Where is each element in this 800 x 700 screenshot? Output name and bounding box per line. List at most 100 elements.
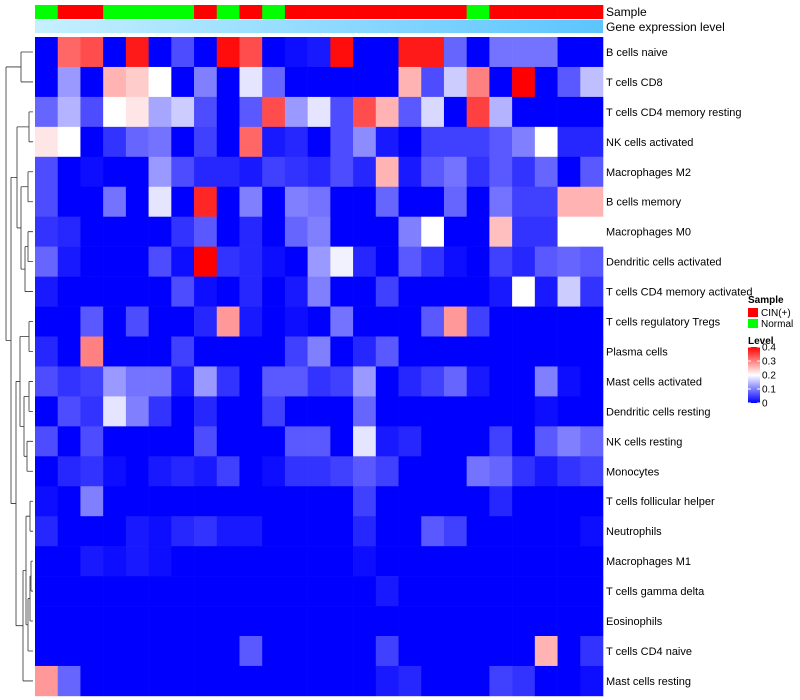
dendrogram-branch: [16, 126, 29, 229]
heatmap-cell: [216, 156, 240, 188]
heatmap-cell: [443, 396, 467, 427]
legend-label-cin: CIN(+): [761, 308, 791, 319]
heatmap-cell: [375, 396, 399, 427]
row-label: Dendritic cells resting: [606, 406, 711, 418]
row-label: Mast cells activated: [606, 376, 702, 388]
heatmap-cell: [103, 156, 127, 188]
heatmap-cell: [307, 336, 331, 367]
heatmap-cell: [330, 66, 354, 98]
heatmap-cell: [57, 396, 81, 427]
dendrogram-branch: [30, 560, 33, 592]
heatmap-cell: [239, 546, 263, 577]
heatmap-cell: [57, 665, 81, 697]
heatmap-cell: [330, 486, 354, 517]
heatmap-cell: [57, 156, 81, 188]
heatmap-cell: [534, 126, 558, 158]
sample-cell: [534, 5, 558, 19]
heatmap-cell: [262, 66, 286, 98]
heatmap-cell: [148, 665, 172, 697]
heatmap-cell: [353, 456, 377, 487]
heatmap-cell: [375, 156, 399, 188]
heatmap-cell: [353, 246, 377, 277]
heatmap-cell: [103, 426, 127, 457]
sample-cell: [512, 5, 536, 19]
heatmap-cell: [375, 516, 399, 547]
heatmap-cell: [262, 516, 286, 547]
heatmap-cell: [421, 576, 445, 607]
heatmap-cell: [239, 66, 263, 98]
heatmap-cell: [512, 396, 536, 427]
dendrogram-branch: [28, 111, 33, 143]
heatmap-cell: [443, 486, 467, 517]
heatmap-cell: [80, 186, 104, 217]
heatmap-cell: [103, 96, 127, 128]
heatmap-cell: [512, 576, 536, 607]
heatmap-cell: [512, 665, 536, 697]
heatmap-cell: [353, 126, 377, 158]
heatmap-cell: [489, 96, 513, 128]
heatmap-cell: [489, 486, 513, 517]
heatmap-cell: [375, 665, 399, 697]
heatmap-cell: [216, 636, 240, 667]
heatmap-cell: [443, 186, 467, 217]
heatmap-cell: [57, 486, 81, 517]
heatmap-cell: [398, 186, 422, 217]
heatmap-cell: [489, 665, 513, 697]
heatmap-cell: [489, 576, 513, 607]
heatmap-cell: [443, 246, 467, 277]
heatmap-cell: [512, 246, 536, 277]
heatmap-cell: [125, 276, 149, 307]
heatmap-cell: [466, 246, 490, 277]
heatmap-cell: [57, 456, 81, 487]
heatmap-cell: [125, 336, 149, 367]
gene-expression-bar: [35, 20, 603, 33]
heatmap-cell: [512, 306, 536, 337]
row-label: B cells naive: [606, 47, 668, 59]
heatmap-cell: [35, 486, 59, 517]
heatmap-cell: [125, 66, 149, 98]
heatmap-cell: [534, 665, 558, 697]
heatmap-cell: [534, 156, 558, 188]
heatmap-cell: [103, 66, 127, 98]
dendrogram-branch: [20, 51, 33, 83]
heatmap-cell: [57, 306, 81, 337]
heatmap-cell: [148, 516, 172, 547]
row-label: NK cells activated: [606, 137, 693, 149]
sample-cell: [307, 5, 331, 19]
heatmap-cell: [330, 636, 354, 667]
heatmap-cell: [171, 576, 195, 607]
heatmap-cell: [239, 96, 263, 128]
heatmap-cell: [284, 66, 308, 98]
heatmap-cell: [284, 216, 308, 247]
heatmap-cell: [80, 246, 104, 277]
heatmap-cell: [262, 576, 286, 607]
heatmap-cell: [103, 126, 127, 158]
heatmap-cell: [262, 186, 286, 217]
heatmap-cell: [421, 96, 445, 128]
heatmap-cell: [35, 156, 59, 188]
heatmap-cells: [35, 37, 604, 697]
heatmap-cell: [148, 426, 172, 457]
row-label: T cells CD8: [606, 77, 663, 89]
dendrogram-branch: [28, 321, 33, 352]
heatmap-cell: [375, 486, 399, 517]
heatmap-cell: [353, 306, 377, 337]
heatmap-cell: [398, 246, 422, 277]
heatmap-cell: [262, 426, 286, 457]
row-label: Macrophages M0: [606, 227, 691, 239]
heatmap-cell: [557, 216, 581, 247]
heatmap-cell: [103, 396, 127, 427]
heatmap-cell: [239, 126, 263, 158]
heatmap-cell: [512, 156, 536, 188]
heatmap-cell: [466, 576, 490, 607]
heatmap-cell: [307, 276, 331, 307]
heatmap-cell: [262, 246, 286, 277]
heatmap-cell: [580, 606, 604, 637]
heatmap-cell: [57, 606, 81, 637]
heatmap-cell: [466, 96, 490, 128]
heatmap-cell: [307, 546, 331, 577]
heatmap-cell: [421, 246, 445, 277]
heatmap-cell: [148, 636, 172, 667]
heatmap-cell: [489, 156, 513, 188]
heatmap-cell: [80, 456, 104, 487]
